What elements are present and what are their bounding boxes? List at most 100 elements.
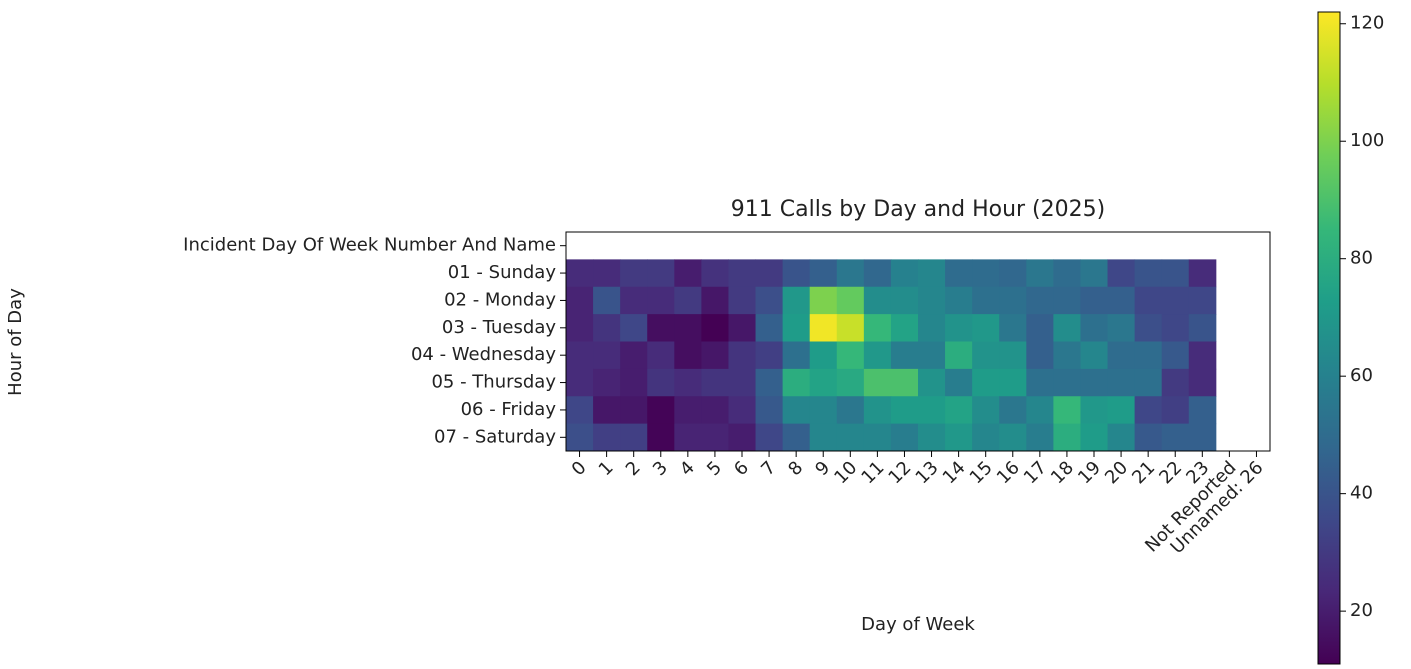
y-tick-label: 01 - Sunday bbox=[448, 262, 557, 283]
heatmap-cell bbox=[701, 259, 729, 288]
heatmap-cell bbox=[945, 314, 973, 342]
y-tick-label: 04 - Wednesday bbox=[411, 344, 556, 365]
heatmap-cell bbox=[1161, 368, 1190, 397]
x-tick-label: 8 bbox=[784, 457, 807, 480]
heatmap-cell bbox=[728, 368, 757, 397]
heatmap-cell bbox=[1107, 314, 1136, 342]
heatmap-cell bbox=[728, 314, 757, 342]
heatmap-cell bbox=[809, 286, 838, 315]
heatmap-cell bbox=[809, 423, 838, 452]
heatmap-cell bbox=[972, 286, 1000, 315]
heatmap-cell bbox=[945, 396, 973, 425]
heatmap-cell bbox=[755, 423, 784, 452]
heatmap-cell bbox=[1161, 423, 1190, 452]
heatmap-cell bbox=[701, 286, 729, 315]
x-tick-label: 6 bbox=[730, 457, 753, 480]
heatmap-cell bbox=[647, 368, 675, 397]
heatmap-cell bbox=[1161, 314, 1190, 342]
heatmap-cell bbox=[1026, 286, 1054, 315]
x-tick-label: 5 bbox=[703, 457, 726, 480]
heatmap-cell bbox=[701, 341, 729, 370]
heatmap-cell bbox=[836, 341, 865, 370]
heatmap-cell bbox=[1188, 423, 1217, 452]
heatmap-cell bbox=[1080, 423, 1109, 452]
heatmap-cell bbox=[728, 396, 757, 425]
heatmap-cell bbox=[566, 259, 594, 288]
heatmap-cell bbox=[674, 286, 702, 315]
heatmap-cell bbox=[1053, 341, 1081, 370]
heatmap-cell bbox=[1107, 396, 1136, 425]
heatmap-cell bbox=[863, 259, 892, 288]
heatmap-cell bbox=[918, 259, 946, 288]
heatmap-cell bbox=[566, 368, 594, 397]
heatmap-cell bbox=[620, 368, 648, 397]
heatmap-cell bbox=[863, 286, 892, 315]
heatmap-cell bbox=[918, 341, 946, 370]
heatmap-cell bbox=[647, 341, 675, 370]
colorbar-tick-label: 80 bbox=[1350, 248, 1373, 269]
heatmap-cell bbox=[782, 423, 811, 452]
heatmap-cell bbox=[620, 423, 648, 452]
heatmap-cell bbox=[566, 396, 594, 425]
heatmap-cell bbox=[674, 259, 702, 288]
heatmap-cell bbox=[1188, 259, 1217, 288]
x-tick-label: 3 bbox=[649, 457, 672, 480]
heatmap-cell bbox=[755, 341, 784, 370]
heatmap-cell bbox=[620, 259, 648, 288]
heatmap-cell bbox=[647, 314, 675, 342]
heatmap-cell bbox=[1026, 396, 1054, 425]
heatmap-cell bbox=[918, 368, 946, 397]
colorbar-tick-label: 60 bbox=[1350, 365, 1373, 386]
heatmap-cell bbox=[728, 423, 757, 452]
heatmap-cell bbox=[945, 286, 973, 315]
heatmap-cell bbox=[1080, 259, 1109, 288]
heatmap-cell bbox=[620, 286, 648, 315]
heatmap-cell bbox=[674, 341, 702, 370]
heatmap-cell bbox=[566, 341, 594, 370]
y-tick-label: 03 - Tuesday bbox=[442, 317, 556, 338]
heatmap-cell bbox=[945, 259, 973, 288]
heatmap-cell bbox=[836, 259, 865, 288]
heatmap-cell bbox=[863, 341, 892, 370]
heatmap-cell bbox=[566, 286, 594, 315]
heatmap-cell bbox=[972, 341, 1000, 370]
heatmap-cell bbox=[890, 259, 919, 288]
heatmap-cell bbox=[1026, 259, 1054, 288]
heatmap-cell bbox=[945, 368, 973, 397]
heatmap-cell bbox=[1188, 396, 1217, 425]
heatmap-cell bbox=[1134, 341, 1163, 370]
heatmap-cell bbox=[1080, 396, 1109, 425]
heatmap-cell bbox=[890, 341, 919, 370]
heatmap-cell bbox=[593, 314, 621, 342]
heatmap-cell bbox=[566, 423, 594, 452]
heatmap-cell bbox=[593, 259, 621, 288]
heatmap-cell bbox=[999, 396, 1027, 425]
heatmap-cell bbox=[1107, 259, 1136, 288]
heatmap-cell bbox=[647, 286, 675, 315]
heatmap-cell bbox=[782, 368, 811, 397]
heatmap-cell bbox=[593, 423, 621, 452]
x-axis-label: Day of Week bbox=[861, 614, 975, 635]
heatmap-cell bbox=[593, 368, 621, 397]
heatmap-cell bbox=[566, 314, 594, 342]
y-axis-label: Hour of Day bbox=[5, 288, 26, 396]
heatmap-cell bbox=[755, 286, 784, 315]
heatmap-cell bbox=[945, 423, 973, 452]
heatmap-cell bbox=[1188, 368, 1217, 397]
heatmap-cell bbox=[1026, 341, 1054, 370]
heatmap-cell bbox=[647, 259, 675, 288]
heatmap-cell bbox=[890, 423, 919, 452]
heatmap-cell bbox=[701, 423, 729, 452]
heatmap-cell bbox=[1026, 423, 1054, 452]
heatmap-cell bbox=[1161, 286, 1190, 315]
heatmap-cell bbox=[836, 286, 865, 315]
heatmap-cell bbox=[728, 286, 757, 315]
heatmap-cell bbox=[1188, 286, 1217, 315]
heatmap-cell bbox=[1107, 368, 1136, 397]
heatmap-cell bbox=[863, 314, 892, 342]
heatmap-cell bbox=[620, 314, 648, 342]
heatmap-cell bbox=[890, 368, 919, 397]
heatmap-cell bbox=[999, 368, 1027, 397]
heatmap-cell bbox=[863, 423, 892, 452]
heatmap-cell bbox=[890, 314, 919, 342]
